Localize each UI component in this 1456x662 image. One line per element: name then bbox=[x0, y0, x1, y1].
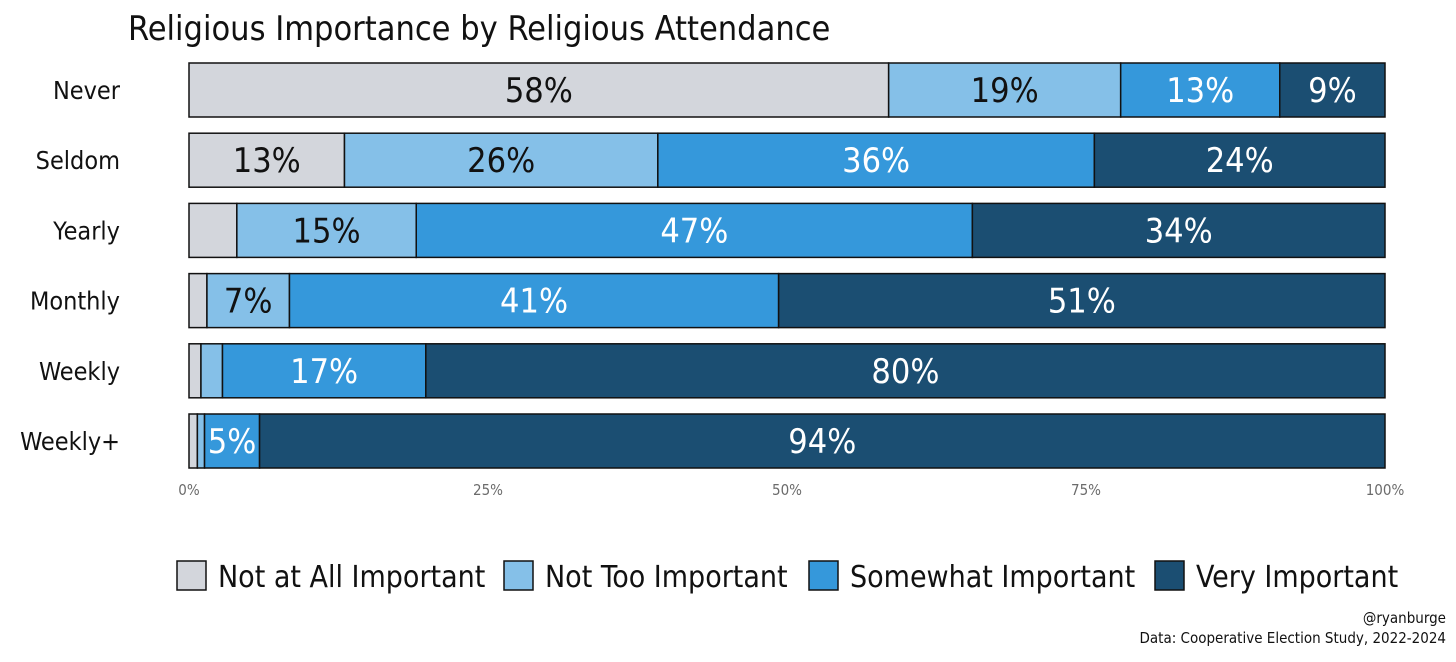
data-label: 80% bbox=[871, 352, 939, 392]
row-label: Yearly bbox=[52, 216, 120, 245]
data-label: 13% bbox=[233, 141, 301, 181]
row-label: Weekly bbox=[39, 357, 120, 386]
x-tick-label: 50% bbox=[772, 481, 802, 499]
bar-row-weekly-plus: Weekly+ 5% 94% bbox=[20, 413, 1386, 469]
bar-segment bbox=[343, 132, 659, 188]
x-tick-label: 0% bbox=[178, 481, 200, 499]
data-label: 5% bbox=[208, 422, 257, 462]
bar-segment bbox=[188, 132, 346, 188]
row-label: Monthly bbox=[30, 287, 120, 316]
bar-segment bbox=[206, 272, 291, 329]
legend-label: Not Too Important bbox=[545, 560, 788, 595]
legend-label: Not at All Important bbox=[218, 560, 485, 595]
data-label: 41% bbox=[500, 282, 568, 322]
bar-segment bbox=[188, 272, 208, 329]
bar-row-weekly: Weekly 17% 80% bbox=[39, 343, 1386, 399]
bar-segment bbox=[657, 132, 1096, 188]
data-label: 15% bbox=[293, 211, 361, 251]
row-label: Weekly+ bbox=[20, 427, 120, 456]
legend-swatch bbox=[176, 560, 207, 591]
row-label: Never bbox=[53, 76, 121, 105]
legend-swatch bbox=[503, 560, 534, 591]
x-tick-label: 75% bbox=[1071, 481, 1101, 499]
data-label: 19% bbox=[971, 71, 1039, 111]
caption-source: Data: Cooperative Election Study, 2022-2… bbox=[1140, 629, 1447, 647]
bar-rows: Never 58% 19% 13% 9% Seldom 13% 26% 36% 24% Yearly… bbox=[20, 62, 1386, 469]
bar-segment bbox=[188, 62, 890, 118]
data-label: 17% bbox=[290, 352, 358, 392]
bar-row-yearly: Yearly 15% 47% 34% bbox=[52, 202, 1386, 259]
x-axis-ticks: 0% 25% 50% 75% 100% bbox=[178, 481, 1404, 499]
bar-row-never: Never 58% 19% 13% 9% bbox=[53, 62, 1386, 118]
x-tick-label: 25% bbox=[473, 481, 503, 499]
bar-segment bbox=[1279, 62, 1386, 118]
data-label: 94% bbox=[788, 422, 856, 462]
data-label: 9% bbox=[1308, 71, 1357, 111]
bar-segment bbox=[1093, 132, 1386, 188]
bar-segment bbox=[777, 272, 1386, 329]
bar-segment bbox=[258, 413, 1386, 469]
legend-label: Very Important bbox=[1196, 560, 1398, 595]
data-label: 58% bbox=[505, 71, 573, 111]
data-label: 13% bbox=[1166, 71, 1234, 111]
bar-segment bbox=[288, 272, 780, 329]
bar-row-seldom: Seldom 13% 26% 36% 24% bbox=[36, 132, 1386, 188]
row-label: Seldom bbox=[36, 146, 120, 175]
legend: Not at All Important Not Too Important Som… bbox=[176, 560, 1398, 595]
bar-segment bbox=[971, 202, 1386, 259]
bar-segment bbox=[236, 202, 417, 259]
data-label: 34% bbox=[1145, 211, 1213, 251]
bar-segment bbox=[203, 413, 261, 469]
chart-title: Religious Importance by Religious Attend… bbox=[128, 9, 830, 49]
data-label: 51% bbox=[1048, 282, 1116, 322]
legend-swatch bbox=[808, 560, 839, 591]
bar-row-monthly: Monthly 7% 41% 51% bbox=[30, 272, 1386, 329]
data-label: 36% bbox=[842, 141, 910, 181]
bar-segment bbox=[1119, 62, 1281, 118]
caption-author: @ryanburge bbox=[1363, 609, 1446, 627]
bar-segment bbox=[200, 343, 224, 399]
legend-swatch bbox=[1154, 560, 1185, 591]
bar-segment bbox=[425, 343, 1386, 399]
bar-segment bbox=[196, 413, 206, 469]
bar-segment bbox=[415, 202, 974, 259]
data-label: 26% bbox=[467, 141, 535, 181]
data-label: 7% bbox=[224, 282, 273, 322]
bar-segment bbox=[188, 413, 199, 469]
data-label: 24% bbox=[1206, 141, 1274, 181]
legend-label: Somewhat Important bbox=[850, 560, 1135, 595]
bar-segment bbox=[188, 202, 238, 259]
bar-segment bbox=[188, 343, 202, 399]
data-label: 47% bbox=[660, 211, 728, 251]
bar-segment bbox=[887, 62, 1122, 118]
x-tick-label: 100% bbox=[1366, 481, 1405, 499]
